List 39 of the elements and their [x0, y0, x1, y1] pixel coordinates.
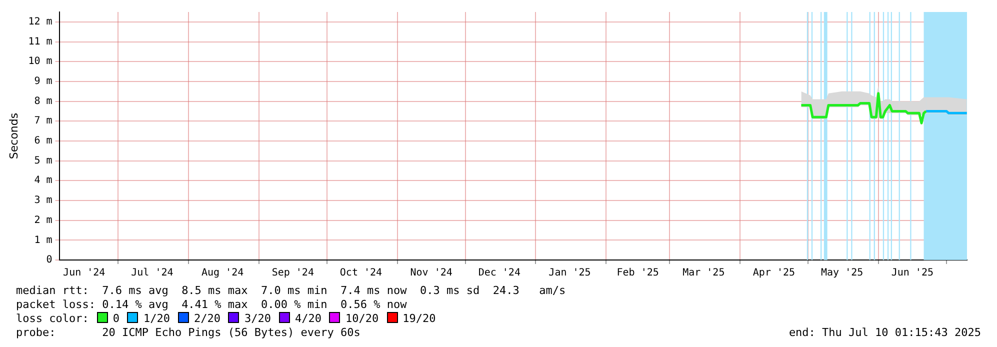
- x-tick-label: Apr '25: [752, 268, 796, 279]
- y-tick-label: 1 m: [34, 234, 52, 246]
- text: median rtt: 7.6 ms avg 8.5 ms max 7.0 ms min 7.4 ms now 0.3 ms sd 24.3 am/s: [16, 284, 567, 298]
- x-tick-label: Jun '25: [891, 268, 934, 279]
- x-tick-label: Nov '24: [410, 268, 452, 279]
- legend-label: 0: [112, 312, 120, 325]
- y-tick-label: 4 m: [34, 175, 52, 186]
- y-tick-label: 9 m: [34, 76, 52, 88]
- y-tick-label: 8 m: [34, 96, 52, 107]
- text: end: Thu Jul 10 01:15:43 2025: [788, 326, 981, 340]
- y-tick-label: 11 m: [28, 36, 52, 48]
- y-tick-label: 2 m: [34, 214, 52, 226]
- legend-label: 19/20: [402, 312, 436, 325]
- x-tick-label: Aug '24: [201, 268, 244, 279]
- y-tick-label: 5 m: [34, 155, 52, 166]
- legend-title: loss color:: [16, 312, 89, 325]
- x-tick-label: Sep '24: [272, 268, 314, 279]
- x-tick-label: Oct '24: [340, 268, 382, 279]
- text: probe: 20 ICMP Echo Pings (56 Bytes) every 60s: [16, 326, 360, 339]
- legend-label: 3/20: [244, 312, 271, 325]
- y-tick-label: 7 m: [34, 116, 52, 127]
- x-tick-label: Mar '25: [682, 268, 725, 279]
- y-tick-label: 12 m: [28, 16, 52, 28]
- text: packet loss: 0.14 % avg 4.41 % max 0.00 % min 0.56 % now: [16, 298, 408, 312]
- y-tick-label: 3 m: [34, 195, 52, 206]
- x-tick-label: May '25: [820, 268, 864, 279]
- y-tick-label: 6 m: [34, 136, 52, 147]
- x-tick-label: Jun '24: [63, 268, 106, 279]
- x-tick-label: Jan '25: [548, 268, 591, 279]
- x-tick-label: Dec '24: [478, 268, 520, 279]
- legend-label: 4/20: [294, 312, 322, 325]
- y-tick-label: 10 m: [28, 56, 52, 68]
- x-tick-label: Jul '24: [131, 268, 174, 279]
- legend-label: 1/20: [143, 312, 170, 325]
- legend-label: 10/20: [345, 312, 379, 325]
- y-tick-label: 0: [46, 254, 52, 266]
- y-axis-title: Seconds: [7, 112, 20, 160]
- legend-label: 2/20: [194, 312, 220, 325]
- x-tick-label: Feb '25: [616, 268, 659, 279]
